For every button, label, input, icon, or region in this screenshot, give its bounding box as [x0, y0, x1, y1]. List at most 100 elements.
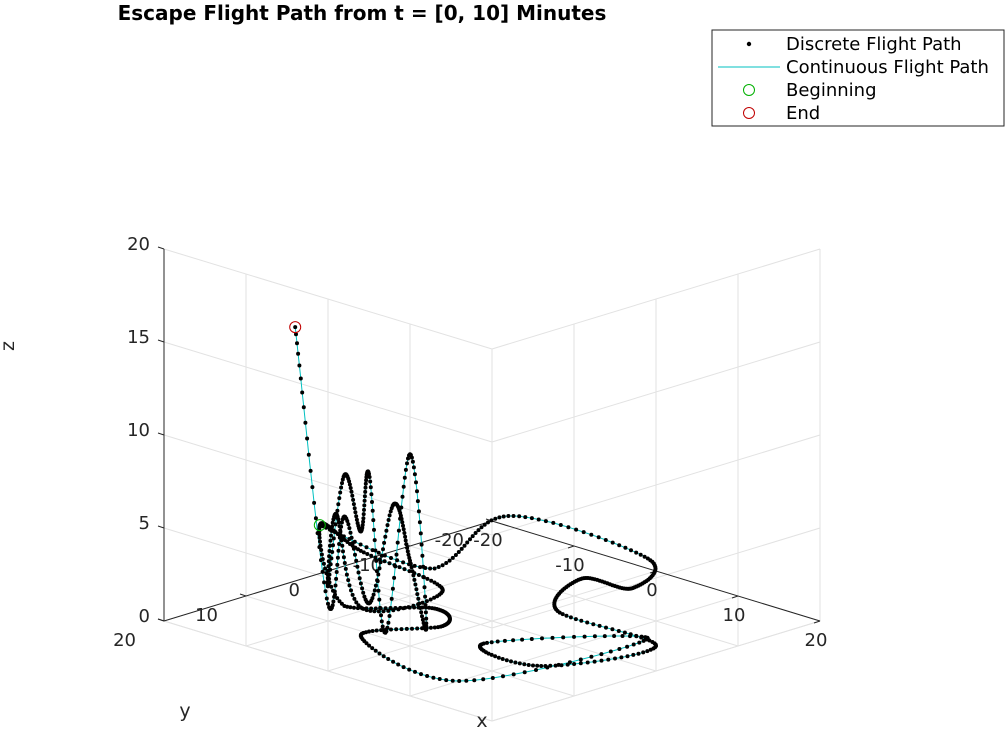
discrete-flight-point	[321, 561, 326, 566]
discrete-flight-point	[502, 638, 507, 643]
discrete-flight-point	[579, 618, 584, 623]
y-tick-label: 0	[289, 580, 300, 601]
discrete-flight-point	[331, 536, 336, 541]
legend: Discrete Flight Path Continuous Flight P…	[711, 29, 1005, 127]
discrete-flight-point	[361, 590, 366, 595]
discrete-flight-point	[343, 566, 348, 571]
discrete-flight-point	[372, 609, 377, 614]
discrete-flight-point	[391, 608, 396, 613]
discrete-flight-point	[323, 589, 328, 594]
discrete-flight-point	[373, 555, 378, 560]
discrete-flight-point	[354, 558, 359, 563]
discrete-flight-point	[340, 481, 344, 486]
discrete-flight-point	[334, 515, 339, 520]
discrete-flight-point	[338, 490, 343, 495]
discrete-flight-point	[415, 489, 419, 494]
discrete-flight-point	[367, 475, 372, 479]
discrete-flight-point	[561, 635, 566, 640]
x-tick-label: -20	[473, 530, 502, 551]
discrete-flight-point	[592, 659, 597, 664]
discrete-flight-point	[408, 561, 413, 566]
x-tick-label: 20	[805, 630, 828, 651]
x-tick-mark	[813, 620, 821, 624]
discrete-flight-point	[351, 497, 356, 502]
discrete-flight-point	[368, 479, 373, 484]
discrete-flight-point	[420, 614, 424, 619]
discrete-flight-point	[330, 524, 335, 529]
discrete-flight-point	[412, 577, 417, 582]
discrete-flight-point	[384, 629, 389, 634]
discrete-flight-point	[367, 471, 371, 476]
discrete-flight-point	[606, 657, 611, 662]
discrete-flight-point	[310, 485, 315, 490]
discrete-flight-point	[402, 475, 407, 480]
discrete-flight-point	[428, 625, 433, 630]
discrete-flight-point	[394, 627, 399, 632]
discrete-flight-point	[370, 646, 375, 651]
discrete-flight-point	[629, 548, 633, 553]
discrete-flight-point	[342, 561, 347, 565]
discrete-flight-point	[526, 663, 531, 667]
discrete-flight-point	[331, 517, 336, 522]
discrete-flight-point	[355, 564, 360, 569]
discrete-flight-point	[347, 479, 352, 484]
discrete-flight-point	[531, 663, 535, 668]
discrete-flight-point	[372, 538, 377, 543]
discrete-flight-point	[332, 589, 337, 594]
discrete-flight-point	[347, 482, 352, 487]
discrete-flight-point	[425, 674, 430, 678]
discrete-flight-point	[432, 566, 437, 571]
discrete-flight-point	[364, 630, 368, 635]
discrete-flight-point	[386, 608, 391, 613]
discrete-flight-point	[638, 552, 643, 557]
discrete-flight-point	[415, 592, 420, 597]
discrete-flight-point	[308, 468, 313, 473]
discrete-flight-point	[631, 652, 636, 657]
discrete-flight-point	[440, 563, 445, 568]
discrete-flight-point	[336, 502, 341, 507]
discrete-flight-point	[617, 543, 622, 548]
discrete-flight-point	[413, 582, 418, 587]
discrete-flight-point	[599, 658, 604, 663]
discrete-flight-point	[360, 586, 365, 591]
discrete-flight-point	[358, 542, 363, 547]
discrete-flight-point	[371, 518, 376, 523]
discrete-flight-point	[413, 669, 417, 674]
discrete-flight-point	[387, 561, 392, 566]
x-tick-mark	[567, 545, 575, 549]
discrete-flight-point	[337, 542, 342, 546]
discrete-flight-point	[416, 573, 421, 577]
discrete-flight-point	[319, 552, 324, 557]
discrete-flight-point	[353, 510, 358, 515]
grid-line	[491, 527, 821, 629]
discrete-flight-point	[374, 628, 379, 633]
discrete-flight-point	[534, 668, 538, 672]
discrete-flight-point	[402, 567, 407, 572]
discrete-flight-point	[437, 677, 442, 681]
grid-line	[491, 620, 821, 722]
discrete-flight-point	[373, 648, 378, 653]
discrete-flight-point	[421, 575, 426, 580]
discrete-flight-point	[367, 629, 371, 634]
discrete-flight-point	[500, 657, 505, 661]
discrete-flight-point	[331, 543, 335, 548]
discrete-flight-point	[354, 517, 359, 522]
discrete-flight-point	[529, 516, 534, 521]
discrete-flight-point	[493, 654, 498, 659]
discrete-flight-point	[336, 520, 341, 525]
discrete-flight-point	[312, 500, 317, 505]
discrete-flight-point	[616, 629, 621, 633]
discrete-flight-point	[400, 494, 405, 499]
discrete-flight-point	[623, 545, 628, 550]
discrete-flight-point	[346, 522, 351, 527]
x-tick-label: 0	[646, 580, 657, 601]
discrete-flight-point	[628, 634, 632, 639]
discrete-flight-point	[335, 562, 340, 567]
discrete-flight-point	[389, 506, 394, 511]
discrete-flight-point	[354, 600, 359, 605]
discrete-flight-point	[331, 599, 336, 604]
discrete-flight-point	[456, 550, 461, 554]
discrete-flight-point	[462, 543, 467, 548]
discrete-flight-point	[430, 606, 435, 611]
discrete-flight-point	[637, 640, 642, 645]
